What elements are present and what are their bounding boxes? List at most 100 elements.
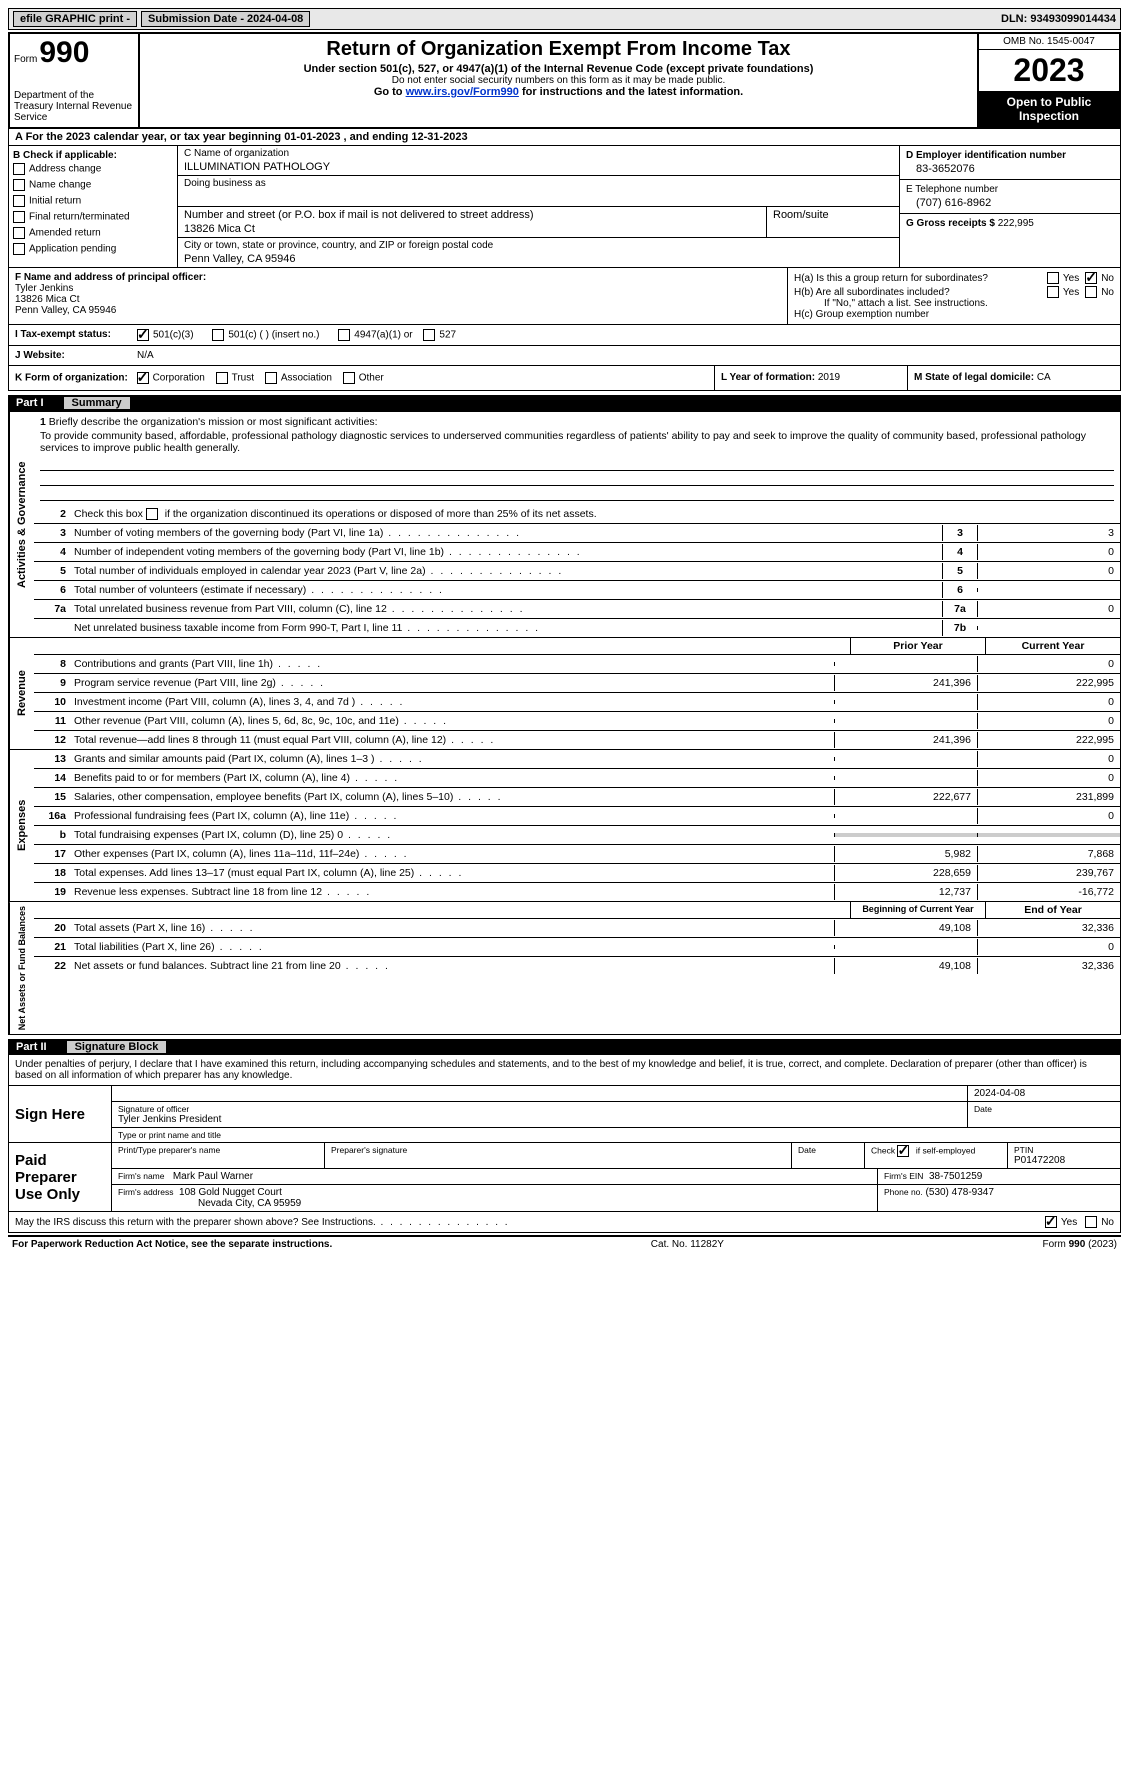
firm-addr1: 108 Gold Nugget Court — [179, 1187, 282, 1198]
cb-501c[interactable] — [212, 329, 224, 341]
section-c: C Name of organization ILLUMINATION PATH… — [178, 146, 899, 267]
prior-year-value: 49,108 — [834, 920, 977, 936]
type-print-label: Type or print name and title — [118, 1130, 1114, 1140]
line-desc: Benefits paid to or for members (Part IX… — [70, 770, 834, 786]
dept-treasury: Department of the Treasury Internal Reve… — [14, 90, 134, 123]
mission-text: To provide community based, affordable, … — [40, 428, 1114, 456]
line-box: 7a — [942, 601, 977, 617]
lbl-501c: 501(c) ( ) (insert no.) — [228, 330, 319, 341]
summary-line: 12 Total revenue—add lines 8 through 11 … — [34, 731, 1120, 749]
cb-501c3[interactable] — [137, 329, 149, 341]
cb-amended[interactable] — [13, 227, 25, 239]
cb-527[interactable] — [423, 329, 435, 341]
form-number-990: 990 — [39, 36, 89, 70]
line-value: 0 — [977, 563, 1120, 579]
prior-year-value: 228,659 — [834, 865, 977, 881]
year-header-net: Beginning of Current Year End of Year — [34, 902, 1120, 919]
begin-year-header: Beginning of Current Year — [850, 902, 985, 918]
hb-yes-lbl: Yes — [1063, 287, 1079, 298]
sig-date: 2024-04-08 — [968, 1086, 1120, 1101]
cb-assoc[interactable] — [265, 372, 277, 384]
cb-self-employed[interactable] — [897, 1145, 909, 1157]
sig-officer-label: Signature of officer — [118, 1104, 961, 1114]
discuss-yes[interactable] — [1045, 1216, 1057, 1228]
discuss-no[interactable] — [1085, 1216, 1097, 1228]
footer-right: Form 990 (2023) — [1043, 1239, 1117, 1250]
line-num: 9 — [34, 675, 70, 691]
gross-receipts-label: G Gross receipts $ — [906, 218, 995, 229]
efile-button[interactable]: efile GRAPHIC print - — [13, 11, 137, 27]
summary-line: 14 Benefits paid to or for members (Part… — [34, 769, 1120, 788]
domicile-state: CA — [1037, 372, 1051, 383]
signature-table: Sign Here 2024-04-08 Signature of office… — [8, 1086, 1121, 1212]
hb-no[interactable] — [1085, 286, 1097, 298]
sign-here-label: Sign Here — [9, 1086, 112, 1142]
line-num: 12 — [34, 732, 70, 748]
line-num: 6 — [34, 582, 70, 598]
cb-app-pending[interactable] — [13, 243, 25, 255]
discuss-row: May the IRS discuss this return with the… — [8, 1212, 1121, 1233]
line-desc: Other revenue (Part VIII, column (A), li… — [70, 713, 834, 729]
form-title: Return of Organization Exempt From Incom… — [148, 38, 969, 61]
footer-mid: Cat. No. 11282Y — [651, 1239, 724, 1250]
vlabel-net-assets: Net Assets or Fund Balances — [9, 902, 34, 1034]
prior-year-value — [834, 833, 977, 837]
line-box: 5 — [942, 563, 977, 579]
line-value — [977, 588, 1120, 592]
section-d: D Employer identification number 83-3652… — [899, 146, 1120, 267]
submission-date-button[interactable]: Submission Date - 2024-04-08 — [141, 11, 310, 27]
cb-corp[interactable] — [137, 372, 149, 384]
website-label: J Website: — [9, 346, 131, 365]
prior-year-value — [834, 700, 977, 704]
ha-label: H(a) Is this a group return for subordin… — [794, 273, 1047, 284]
cb-name-change[interactable] — [13, 179, 25, 191]
summary-line: 18 Total expenses. Add lines 13–17 (must… — [34, 864, 1120, 883]
cb-final-return[interactable] — [13, 211, 25, 223]
line-num — [34, 626, 70, 630]
line-desc: Other expenses (Part IX, column (A), lin… — [70, 846, 834, 862]
lbl-501c3: 501(c)(3) — [153, 330, 194, 341]
prep-name-label: Print/Type preparer's name — [118, 1145, 318, 1155]
lbl-assoc: Association — [281, 373, 332, 384]
ptin-value: P01472208 — [1014, 1155, 1114, 1166]
line-desc: Salaries, other compensation, employee b… — [70, 789, 834, 805]
form-header: Form 990 Department of the Treasury Inte… — [8, 32, 1121, 129]
dln-text: DLN: 93493099014434 — [1001, 13, 1116, 25]
summary-line: 19 Revenue less expenses. Subtract line … — [34, 883, 1120, 901]
tax-year: 2023 — [979, 50, 1119, 91]
ha-yes[interactable] — [1047, 272, 1059, 284]
cb-trust[interactable] — [216, 372, 228, 384]
form-word: Form — [14, 54, 37, 65]
irs-link[interactable]: www.irs.gov/Form990 — [406, 86, 519, 98]
cb-other[interactable] — [343, 372, 355, 384]
cb-discontinued[interactable] — [146, 508, 158, 520]
sig-officer-name: Tyler Jenkins President — [118, 1114, 961, 1125]
line-num: 13 — [34, 751, 70, 767]
prior-year-value: 12,737 — [834, 884, 977, 900]
firm-name: Mark Paul Warner — [173, 1171, 253, 1182]
summary-line: 3 Number of voting members of the govern… — [34, 524, 1120, 543]
cb-4947[interactable] — [338, 329, 350, 341]
sig-date-label: Date — [974, 1104, 1114, 1114]
part-1-title: Summary — [64, 397, 130, 409]
form-subtitle-2: Do not enter social security numbers on … — [148, 75, 969, 86]
street-label: Number and street (or P.O. box if mail i… — [184, 209, 760, 221]
line-num: 22 — [34, 958, 70, 974]
ha-no[interactable] — [1085, 272, 1097, 284]
hb-yes[interactable] — [1047, 286, 1059, 298]
city-label: City or town, state or province, country… — [184, 240, 893, 251]
line-num: 19 — [34, 884, 70, 900]
summary-line: 10 Investment income (Part VIII, column … — [34, 693, 1120, 712]
section-klm: K Form of organization: Corporation Trus… — [8, 366, 1121, 391]
domicile-label: M State of legal domicile: — [914, 372, 1034, 383]
page-footer: For Paperwork Reduction Act Notice, see … — [8, 1235, 1121, 1252]
line-desc: Investment income (Part VIII, column (A)… — [70, 694, 834, 710]
blank-line — [40, 486, 1114, 501]
cb-address-change[interactable] — [13, 163, 25, 175]
cb-initial-return[interactable] — [13, 195, 25, 207]
org-name-label: C Name of organization — [184, 148, 893, 159]
line-num: 7a — [34, 601, 70, 617]
lbl-final-return: Final return/terminated — [29, 212, 130, 223]
firm-phone: (530) 478-9347 — [926, 1187, 994, 1198]
section-j: J Website: N/A — [8, 346, 1121, 366]
